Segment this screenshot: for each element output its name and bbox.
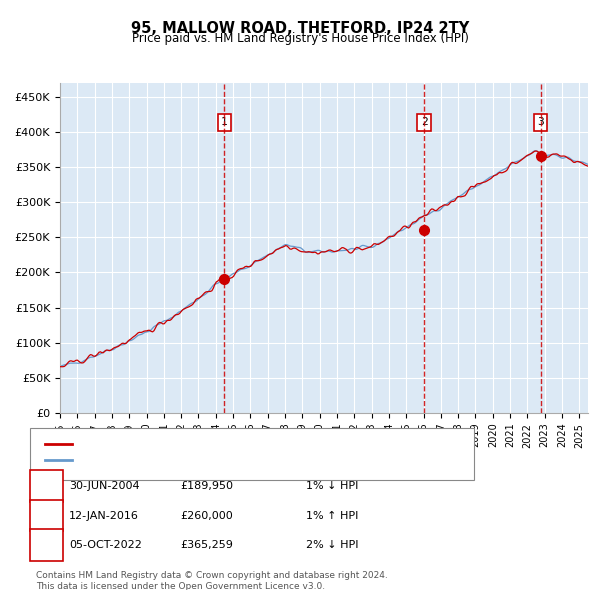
Text: 95, MALLOW ROAD, THETFORD, IP24 2TY (detached house): 95, MALLOW ROAD, THETFORD, IP24 2TY (det…	[77, 440, 385, 449]
Text: 12-JAN-2016: 12-JAN-2016	[69, 511, 139, 520]
Text: 95, MALLOW ROAD, THETFORD, IP24 2TY: 95, MALLOW ROAD, THETFORD, IP24 2TY	[131, 21, 469, 35]
Text: Contains HM Land Registry data © Crown copyright and database right 2024.
This d: Contains HM Land Registry data © Crown c…	[36, 571, 388, 590]
Text: £260,000: £260,000	[180, 511, 233, 520]
Text: 3: 3	[537, 117, 544, 127]
Text: 2: 2	[421, 117, 427, 127]
Text: 1% ↑ HPI: 1% ↑ HPI	[306, 511, 358, 520]
Text: 1: 1	[43, 481, 50, 491]
Text: 1: 1	[221, 117, 228, 127]
Text: 1% ↓ HPI: 1% ↓ HPI	[306, 481, 358, 491]
Text: £365,259: £365,259	[180, 540, 233, 550]
Text: 05-OCT-2022: 05-OCT-2022	[69, 540, 142, 550]
Text: HPI: Average price, detached house, Breckland: HPI: Average price, detached house, Brec…	[77, 455, 322, 465]
Text: 3: 3	[43, 540, 50, 550]
Text: Price paid vs. HM Land Registry's House Price Index (HPI): Price paid vs. HM Land Registry's House …	[131, 32, 469, 45]
Text: £189,950: £189,950	[180, 481, 233, 491]
Text: 2: 2	[43, 511, 50, 520]
Text: 30-JUN-2004: 30-JUN-2004	[69, 481, 140, 491]
Text: 2% ↓ HPI: 2% ↓ HPI	[306, 540, 359, 550]
